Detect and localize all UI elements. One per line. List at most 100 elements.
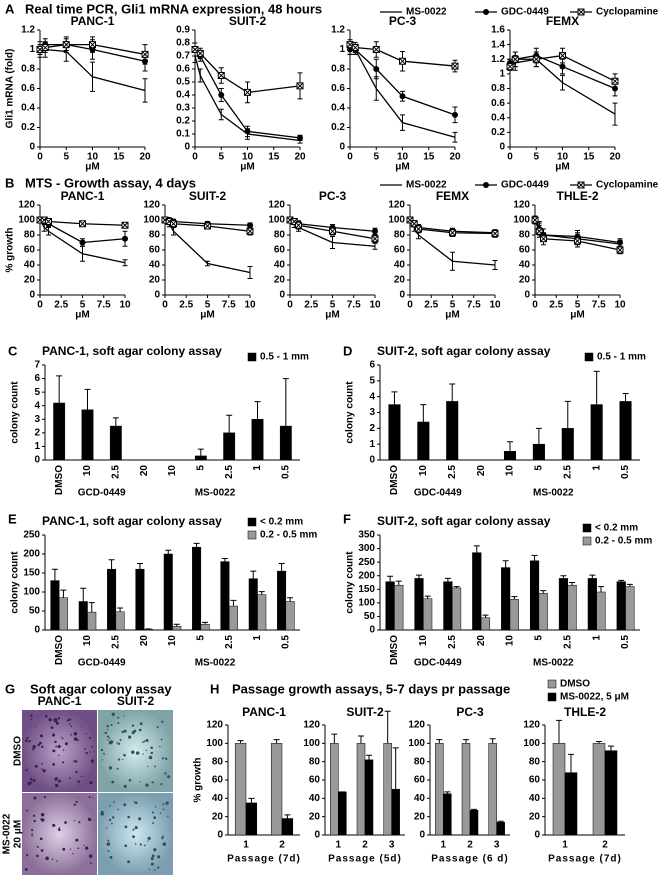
chart-title: SUIT-2: [346, 705, 384, 719]
y-tick-label: 40: [24, 260, 36, 271]
colony-dot: [78, 821, 80, 823]
y-tick-label: 0.2: [21, 122, 35, 133]
colony-dot: [52, 749, 55, 752]
x-axis-label: μM: [395, 162, 409, 173]
error-bar: [445, 578, 451, 581]
bar: [452, 588, 461, 630]
x-tick-label: 20: [139, 465, 150, 477]
bar: [252, 419, 263, 460]
colony-dot: [102, 759, 103, 760]
y-tick-label: 1.4: [491, 39, 505, 50]
colony-dot: [153, 848, 156, 851]
colony-dot: [44, 796, 46, 798]
colony-dot: [167, 816, 168, 817]
legend-label: < 0.2 mm: [595, 523, 638, 534]
colony-dot: [106, 827, 107, 828]
marker: [80, 221, 86, 227]
colony-dot: [91, 746, 93, 748]
bar: [365, 760, 373, 835]
y-tick-label: 40: [414, 793, 426, 804]
x-tick-label: 2.5: [447, 465, 458, 479]
y-tick-label: 40: [274, 260, 286, 271]
y-tick-label: 2: [369, 423, 375, 434]
legend-label: 0.2 - 0.5 mm: [260, 530, 317, 541]
colony-dot: [84, 748, 86, 750]
bar: [389, 405, 401, 460]
error-bar: [536, 428, 542, 444]
colony-dot: [132, 731, 135, 734]
x-tick-label: 15: [583, 152, 595, 163]
marker: [533, 56, 539, 62]
colony-dot: [111, 724, 113, 726]
marker: [218, 92, 224, 98]
colony-dot: [58, 745, 61, 748]
y-tick-label: 20: [149, 275, 161, 286]
error-bar: [137, 564, 143, 570]
colony-dot: [140, 781, 141, 782]
colony-dot: [132, 829, 134, 831]
colony-dot: [58, 755, 59, 756]
x-tick-label: 1: [252, 635, 263, 641]
colony-dot: [90, 751, 91, 752]
bar: [59, 598, 68, 630]
bar: [444, 582, 453, 630]
colony-dot: [75, 760, 78, 763]
colony-dot: [147, 766, 148, 767]
y-tick-label: 120: [268, 200, 285, 211]
bar: [282, 819, 293, 836]
y-tick-label: 1.2: [331, 25, 345, 36]
colony-dot: [56, 722, 59, 725]
legend-swatch: [583, 537, 591, 545]
x-tick-label: 10: [505, 465, 516, 477]
group-label: MS-0022: [195, 658, 236, 669]
y-tick-label: 6: [369, 360, 375, 371]
y-tick-label: 80: [24, 230, 36, 241]
y-tick-label: 0.4: [176, 90, 190, 101]
bar: [418, 422, 430, 460]
marker: [122, 222, 128, 228]
y-tick-label: 100: [18, 215, 35, 226]
y-tick-label: 120: [303, 720, 320, 731]
legend-label: GDC-0449: [501, 180, 549, 191]
colony-dot: [122, 759, 123, 760]
x-tick-label: 2: [362, 840, 368, 851]
group-label: GDC-0449: [414, 658, 462, 669]
y-tick-label: 5: [369, 375, 375, 386]
y-tick-label: 80: [519, 230, 531, 241]
colony-dot: [77, 780, 80, 783]
y-tick-label: 150: [23, 568, 40, 579]
marker: [297, 135, 303, 141]
colony-dot: [36, 855, 39, 858]
colony-dot: [89, 796, 91, 798]
error-bar: [358, 736, 364, 743]
colony-dot: [123, 715, 124, 716]
x-tick-label: 3: [389, 840, 395, 851]
colony-dot: [103, 753, 105, 755]
x-tick-label: 20: [294, 152, 306, 163]
colony-dot: [33, 815, 35, 817]
y-tick-label: 1: [339, 44, 345, 55]
colony-dot: [77, 847, 79, 849]
x-tick-label: 20: [139, 635, 150, 647]
y-axis-label: colony count: [345, 551, 356, 614]
colony-dot: [32, 748, 34, 750]
colony-dot: [157, 855, 160, 858]
colony-dot: [139, 729, 142, 732]
x-axis-label: Passage (7d): [227, 854, 301, 865]
colony-dot: [118, 758, 120, 760]
marker: [80, 240, 86, 246]
x-tick-label: 0: [407, 300, 413, 311]
y-axis-label: colony count: [10, 551, 21, 614]
legend-swatch: [248, 518, 256, 526]
marker: [42, 45, 48, 51]
chart-title: PANC-1: [242, 705, 286, 719]
bar: [392, 789, 400, 835]
y-tick-label: 0: [524, 290, 530, 301]
marker: [296, 222, 302, 228]
bar: [221, 562, 230, 630]
y-tick-label: 200: [358, 570, 375, 581]
colony-dot: [70, 849, 71, 850]
marker: [245, 89, 251, 95]
chart-title: PC-3: [389, 14, 417, 28]
error-bar: [226, 415, 232, 433]
